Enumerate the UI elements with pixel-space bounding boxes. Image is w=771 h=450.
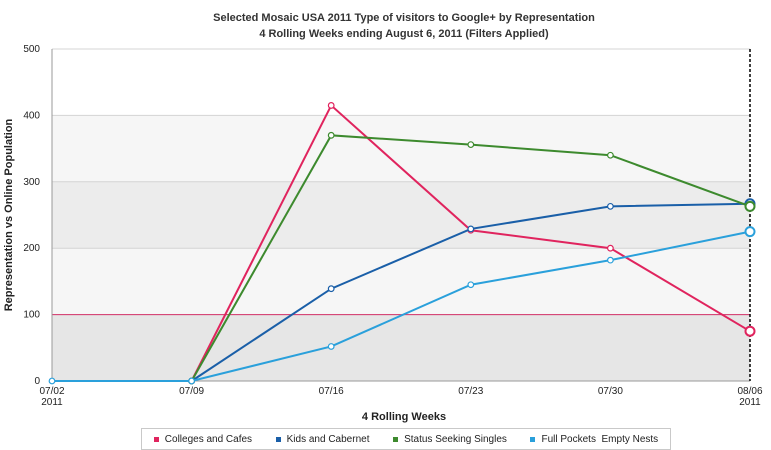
data-point xyxy=(607,202,614,210)
y-tick-label: 300 xyxy=(23,177,40,188)
x-tick-label-year: 2011 xyxy=(739,397,761,408)
plot-band xyxy=(52,314,750,381)
legend-label: Kids and Cabernet xyxy=(286,433,370,445)
legend-item: Status Seeking Singles xyxy=(393,434,507,445)
legend-item: Kids and Cabernet xyxy=(275,433,370,445)
chart-subtitle: 4 Rolling Weeks ending August 6, 2011 (F… xyxy=(259,28,549,40)
data-point xyxy=(327,343,335,350)
legend-swatch xyxy=(275,436,281,442)
x-tick-label: 07/16 xyxy=(319,386,344,397)
x-axis-label: 4 Rolling Weeks xyxy=(362,411,446,423)
series-line xyxy=(52,230,751,382)
legend-swatch xyxy=(393,436,399,442)
legend-swatch xyxy=(153,436,159,442)
data-point xyxy=(744,200,756,212)
y-tick-label: 100 xyxy=(23,310,40,321)
data-point xyxy=(607,244,614,252)
plot-band xyxy=(52,115,750,182)
legend-label: Full Pockets Empty Nests xyxy=(541,433,659,445)
data-point xyxy=(327,285,335,293)
series-group xyxy=(48,226,756,385)
data-point xyxy=(607,256,614,264)
data-point xyxy=(607,151,614,159)
data-point xyxy=(744,226,756,238)
y-axis-ticks: 0 100 200 300 400 500 xyxy=(23,44,40,387)
data-point xyxy=(467,281,475,289)
y-axis-label: Representation vs Online Population xyxy=(3,118,15,311)
data-point xyxy=(188,377,196,385)
legend-label: Colleges and Cafes xyxy=(164,433,253,445)
data-point xyxy=(327,102,335,109)
x-tick-label: 07/09 xyxy=(179,386,204,397)
data-point xyxy=(48,377,56,385)
line-chart: Selected Mosaic USA 2011 Type of visitor… xyxy=(3,12,763,423)
data-point xyxy=(744,325,756,337)
y-tick-label: 400 xyxy=(23,110,40,121)
plot-band xyxy=(52,181,750,249)
plot-background xyxy=(52,49,750,381)
legend-label: Status Seeking Singles xyxy=(404,433,507,445)
chart-title: Selected Mosaic USA 2011 Type of visitor… xyxy=(213,12,595,24)
series-lines xyxy=(48,102,756,385)
y-tick-label: 200 xyxy=(23,243,40,254)
y-tick-label: 0 xyxy=(34,376,40,387)
data-point xyxy=(327,131,335,139)
x-tick-label: 08/06 xyxy=(737,386,762,397)
legend-swatch xyxy=(530,436,536,442)
legend-item: Full Pockets Empty Nests xyxy=(530,434,658,445)
data-point xyxy=(467,141,475,149)
legend: Colleges and Cafes Kids and Cabernet Statu… xyxy=(141,428,671,450)
x-tick-label: 07/02 xyxy=(39,386,64,397)
y-tick-label: 500 xyxy=(23,44,40,55)
x-tick-label: 07/30 xyxy=(598,386,623,397)
x-tick-label-year: 2011 xyxy=(41,397,63,408)
x-tick-label: 07/23 xyxy=(458,386,483,397)
legend-item: Colleges and Cafes xyxy=(153,433,253,445)
data-point xyxy=(467,225,475,233)
